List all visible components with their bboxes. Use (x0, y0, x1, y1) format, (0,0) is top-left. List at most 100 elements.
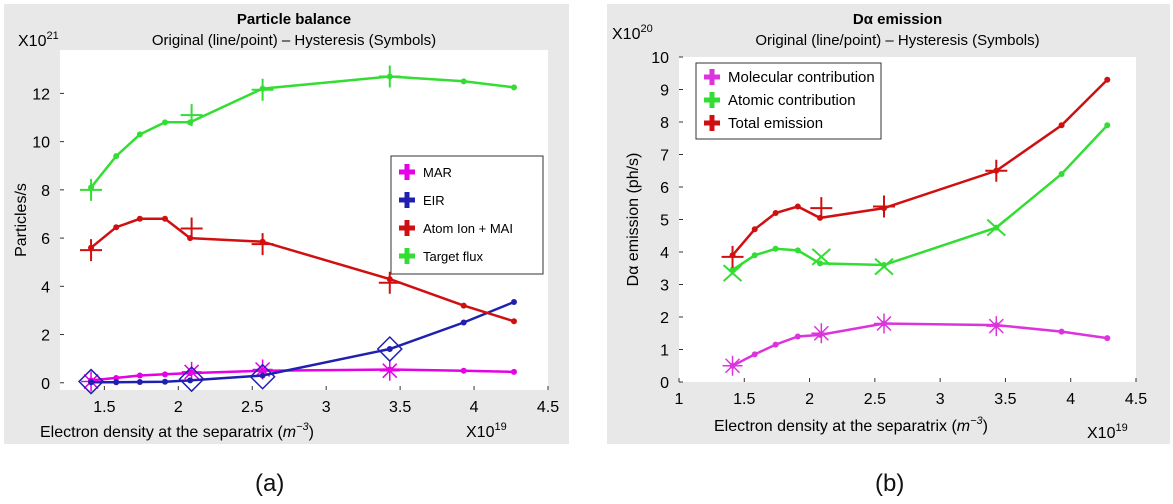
series-total-emission (721, 76, 1111, 268)
hysteresis-marker (722, 264, 743, 282)
y-multiplier: X1021 (18, 30, 59, 50)
y-multiplier-exponent: 20 (640, 23, 652, 35)
hysteresis-marker (180, 217, 203, 240)
hysteresis-marker (77, 368, 105, 395)
data-point (510, 298, 517, 305)
y-tick-label: 8 (660, 115, 669, 132)
y-tick-label: 6 (41, 231, 50, 248)
x-tick-label: 4 (1066, 391, 1075, 408)
x-tick-label: 1.5 (733, 391, 755, 408)
data-point (751, 226, 758, 233)
series-atom-ion-mai (80, 215, 517, 325)
hysteresis-marker (811, 323, 832, 344)
series-atomic-contribution (722, 122, 1111, 282)
data-point (113, 379, 120, 386)
hysteresis-marker (874, 257, 894, 276)
hysteresis-marker (378, 65, 401, 88)
y-tick-label: 10 (651, 50, 669, 67)
legend-swatch-molecular-contribution (704, 69, 720, 85)
hysteresis-marker (722, 355, 743, 376)
legend-label-atomic-contribution: Atomic contribution (728, 92, 856, 109)
data-point (772, 210, 779, 216)
caption-a: (a) (255, 470, 285, 497)
legend-label-eir: EIR (423, 193, 445, 208)
data-point (259, 372, 266, 379)
legend-swatch-atom-ion-mai (399, 220, 415, 236)
data-point (751, 351, 758, 358)
legend-label-total-emission: Total emission (728, 115, 823, 132)
data-point (460, 78, 467, 85)
legend-swatch-total-emission (704, 115, 720, 131)
legend: MAR EIR Atom Ion + MAI Target flux (390, 155, 544, 275)
hysteresis-marker (181, 361, 202, 382)
y-tick-label: 2 (660, 310, 669, 327)
hysteresis-marker (80, 178, 103, 201)
data-point (751, 252, 758, 259)
series-molecular-contribution (722, 313, 1111, 376)
data-point (161, 378, 168, 385)
hysteresis-marker (811, 248, 831, 266)
y-tick-label: 1 (660, 343, 669, 360)
x-multiplier: X1019 (1087, 422, 1128, 442)
data-point (88, 379, 95, 386)
chart-subtitle: Original (line/point) – Hysteresis (Symb… (755, 32, 1039, 49)
data-point (113, 224, 120, 231)
x-multiplier-exponent: 19 (1115, 422, 1127, 434)
series-eir (77, 298, 517, 395)
data-point (113, 374, 120, 381)
hysteresis-marker (378, 271, 401, 294)
x-multiplier-base: X10 (466, 424, 495, 441)
legend-box (695, 62, 882, 140)
legend-swatch-eir (399, 192, 415, 208)
data-point (794, 203, 801, 210)
data-point (510, 318, 517, 325)
legend-label-target-flux: Target flux (423, 249, 483, 264)
y-multiplier-exponent: 21 (46, 30, 58, 42)
hysteresis-marker (721, 245, 744, 268)
x-axis-unit-exponent: −3 (970, 415, 983, 427)
y-multiplier-base: X10 (612, 26, 641, 43)
x-axis-unit-exponent: −3 (296, 421, 309, 433)
data-point (1058, 171, 1065, 177)
data-point (161, 119, 168, 126)
hysteresis-marker (985, 159, 1008, 182)
x-axis-label-text: Electron density at the separatrix ( (40, 424, 283, 441)
x-tick-label: 1 (675, 391, 684, 408)
legend-swatch-target-flux (399, 248, 415, 264)
data-point (1058, 328, 1065, 335)
hysteresis-marker (873, 313, 894, 334)
data-point (1104, 122, 1111, 129)
y-tick-label: 8 (41, 183, 50, 200)
hysteresis-marker (872, 195, 895, 218)
hysteresis-marker (986, 316, 1007, 337)
x-tick-label: 3 (322, 399, 331, 416)
chart-title: Dα emission (853, 11, 942, 28)
hysteresis-marker (986, 218, 1006, 237)
x-tick-label: 3 (936, 391, 945, 408)
x-multiplier: X1019 (466, 421, 507, 441)
data-point (460, 319, 467, 326)
x-multiplier-exponent: 19 (494, 421, 506, 433)
x-axis-label: Electron density at the separatrix (m−3) (40, 421, 314, 441)
x-axis-unit-base: m (957, 418, 970, 435)
d-alpha-emission-chart: Dα emission Original (line/point) – Hyste… (607, 4, 1170, 444)
x-axis-unit-base: m (283, 424, 296, 441)
data-point (161, 215, 168, 222)
data-point (460, 302, 467, 309)
hysteresis-marker (251, 233, 274, 256)
x-tick-label: 4.5 (537, 399, 559, 416)
data-point (1058, 122, 1065, 129)
y-tick-label: 6 (660, 180, 669, 197)
data-point (136, 131, 143, 138)
y-tick-label: 4 (41, 279, 50, 296)
legend: Molecular contribution Atomic contributio… (695, 62, 882, 140)
data-point (817, 260, 824, 267)
data-point (1104, 76, 1111, 83)
x-tick-label: 4.5 (1125, 391, 1147, 408)
data-point (386, 346, 393, 353)
x-tick-label: 3.5 (994, 391, 1016, 408)
x-tick-label: 2 (174, 399, 183, 416)
chart-subtitle: Original (line/point) – Hysteresis (Symb… (152, 32, 436, 49)
chart-panel-b: Dα emission Original (line/point) – Hyste… (604, 0, 1173, 466)
x-tick-label: 2.5 (864, 391, 886, 408)
